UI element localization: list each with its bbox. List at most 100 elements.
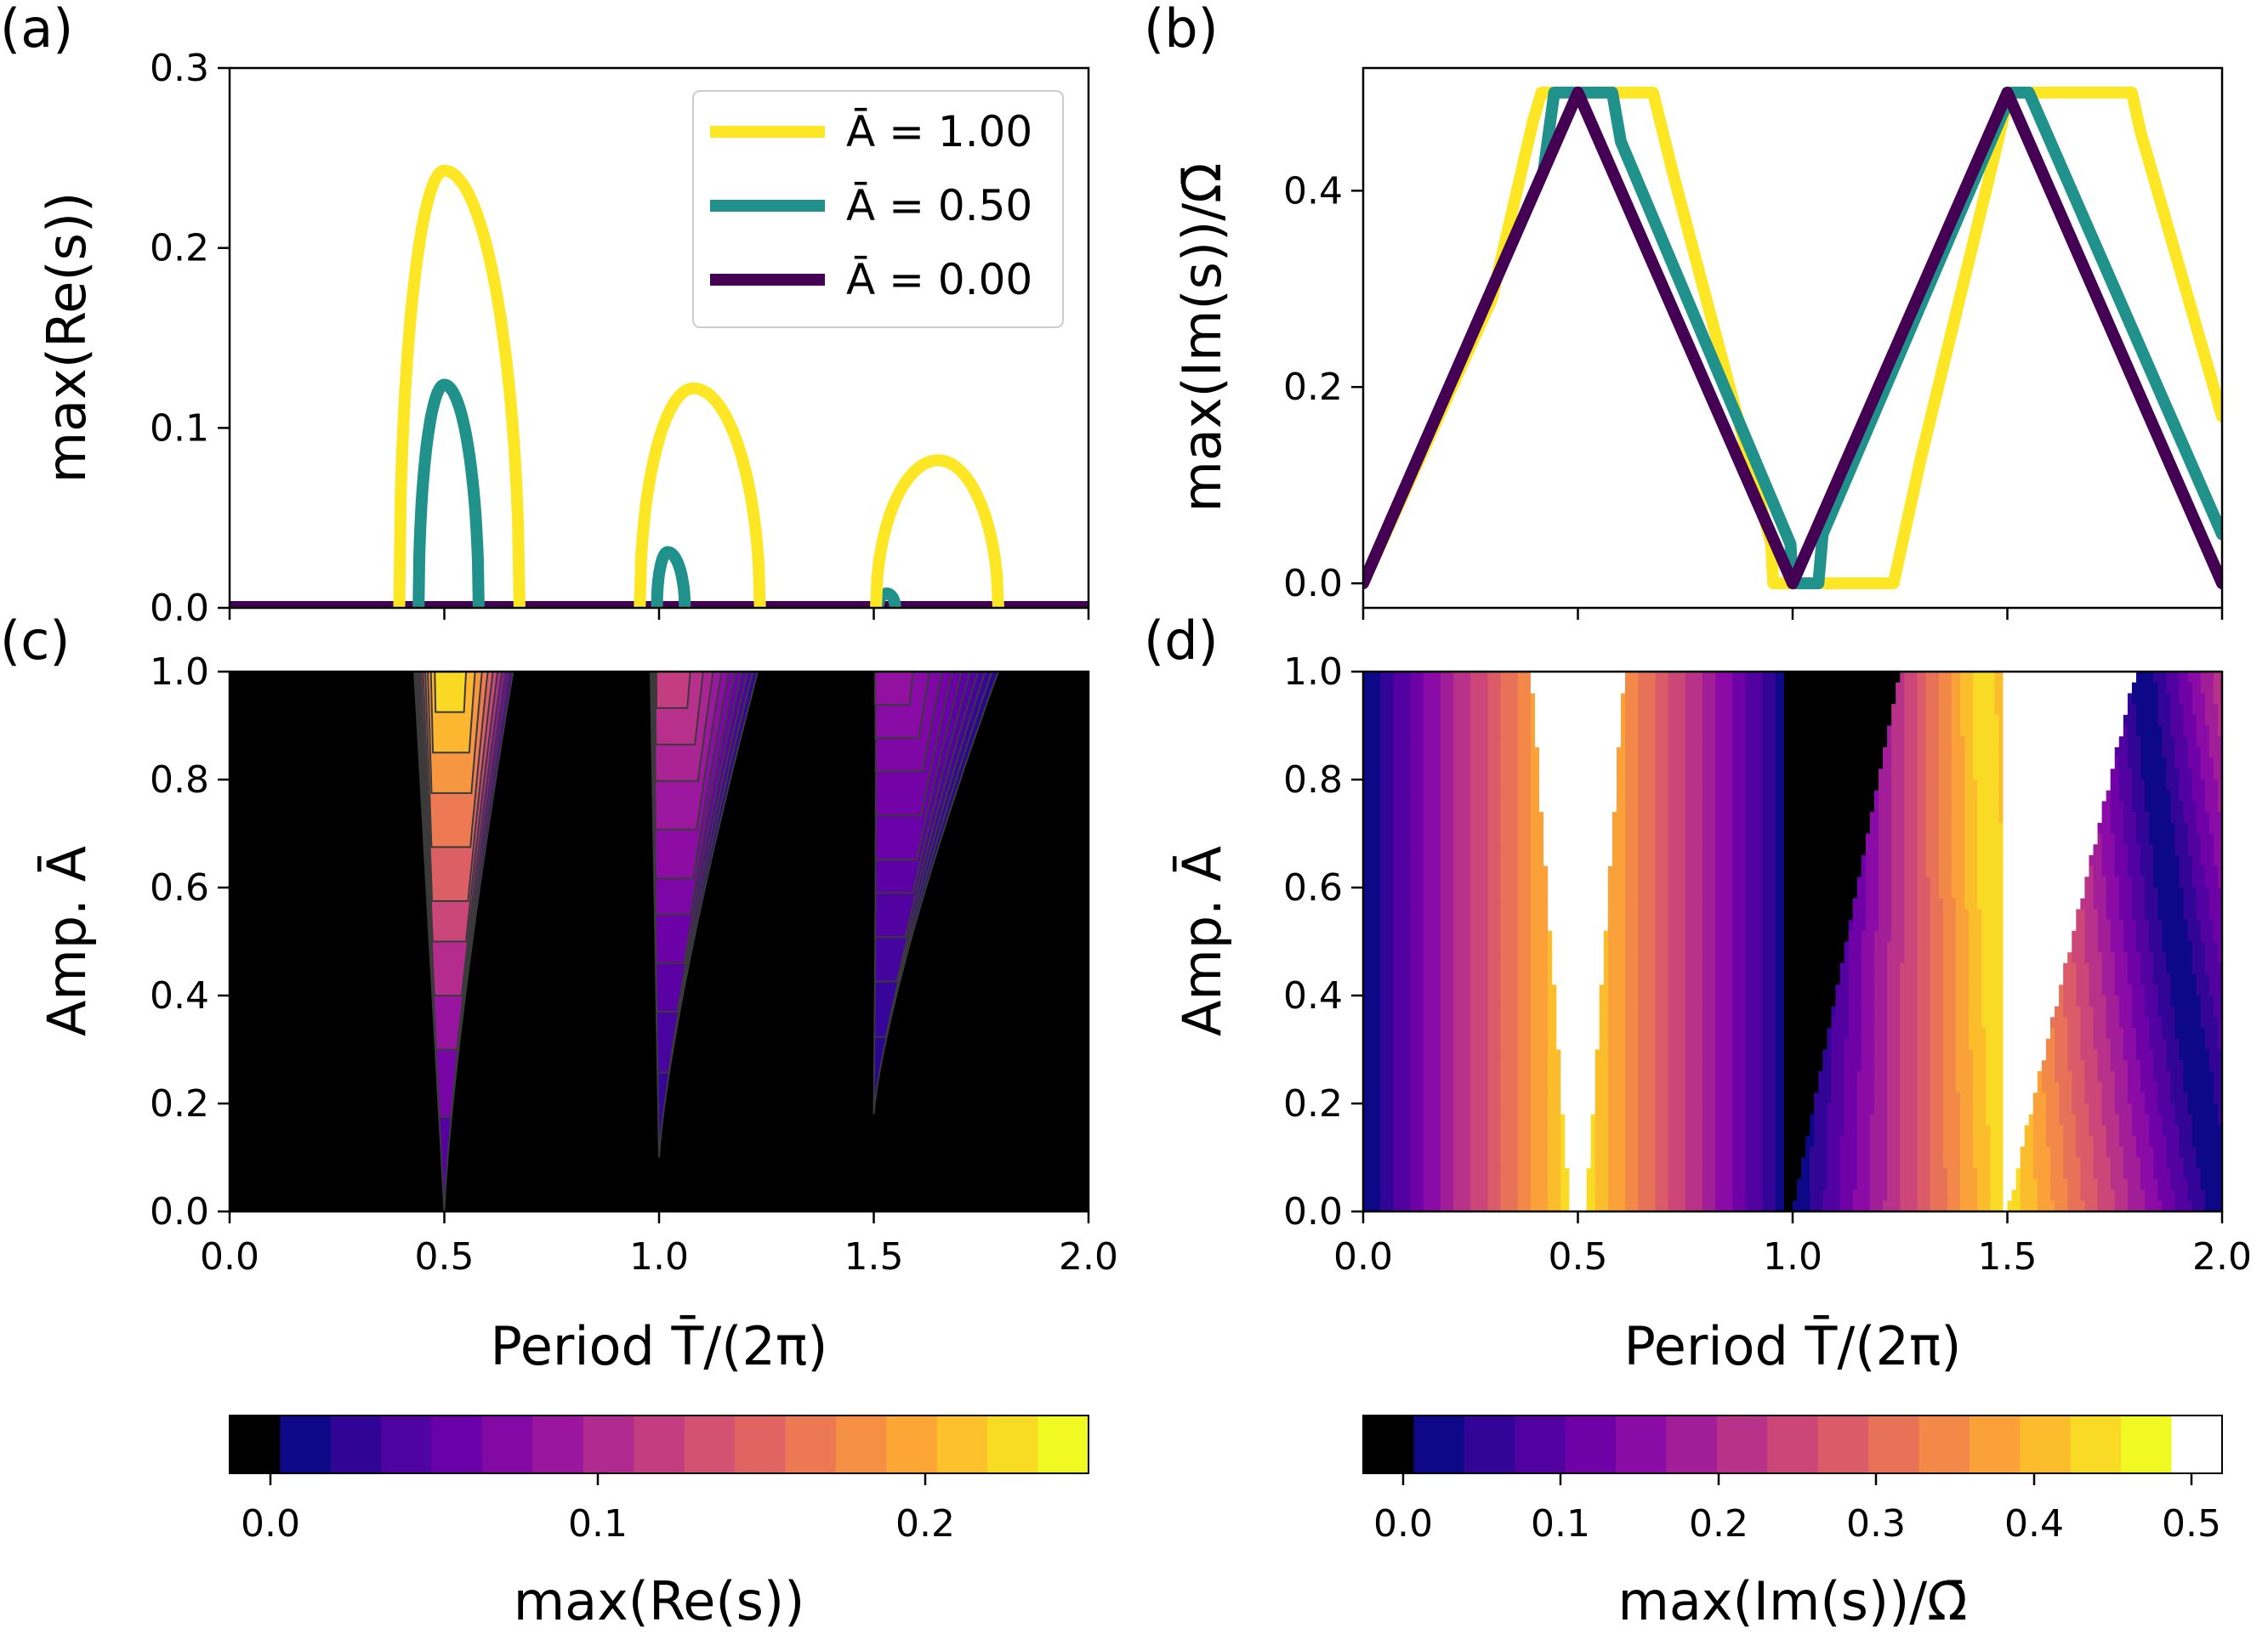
heatmap-cell bbox=[1697, 672, 1703, 684]
heatmap-cell bbox=[1676, 725, 1682, 737]
heatmap-cell bbox=[1431, 801, 1437, 813]
heatmap-cell bbox=[1676, 790, 1682, 802]
heatmap-cell bbox=[1711, 888, 1716, 899]
heatmap-cell bbox=[1745, 769, 1751, 780]
heatmap-cell bbox=[1891, 746, 1896, 759]
heatmap-cell bbox=[1517, 725, 1523, 737]
heatmap-cell bbox=[1586, 725, 1592, 737]
heatmap-cell bbox=[1462, 854, 1467, 867]
heatmap-cell bbox=[1930, 865, 1935, 877]
heatmap-cell bbox=[1367, 877, 1373, 888]
heatmap-cell bbox=[2003, 746, 2009, 759]
heatmap-cell bbox=[1573, 833, 1579, 845]
heatmap-cell bbox=[1560, 930, 1566, 943]
heatmap-cell bbox=[2123, 672, 2129, 684]
heatmap-cell bbox=[1625, 725, 1630, 737]
heatmap-cell bbox=[1543, 898, 1549, 910]
panel-c-ylabel: Amp. Ā bbox=[36, 846, 98, 1036]
heatmap-cell bbox=[1913, 801, 1918, 813]
heatmap-cell bbox=[1775, 812, 1781, 824]
heatmap-cell bbox=[1775, 801, 1781, 813]
heatmap-cell bbox=[2136, 822, 2141, 835]
heatmap-cell bbox=[2101, 888, 2107, 899]
heatmap-cell bbox=[2101, 801, 2107, 813]
heatmap-cell bbox=[1749, 801, 1755, 813]
heatmap-cell bbox=[2187, 865, 2193, 877]
heatmap-cell bbox=[2055, 714, 2060, 727]
heatmap-cell bbox=[1873, 672, 1879, 684]
heatmap-cell bbox=[2037, 704, 2043, 716]
heatmap-cell bbox=[2196, 865, 2202, 877]
heatmap-cell bbox=[1616, 822, 1622, 835]
heatmap-cell bbox=[1745, 704, 1751, 716]
heatmap-cell bbox=[1925, 757, 1931, 769]
heatmap-cell bbox=[1496, 877, 1502, 888]
heatmap-cell bbox=[2136, 757, 2141, 769]
heatmap-cell bbox=[1719, 844, 1725, 856]
heatmap-cell bbox=[2127, 888, 2133, 899]
heatmap-cell bbox=[1560, 682, 1566, 694]
heatmap-cell bbox=[1526, 844, 1532, 856]
heatmap-cell bbox=[1793, 672, 1798, 684]
heatmap-cell bbox=[1586, 898, 1592, 910]
heatmap-cell bbox=[1917, 812, 1923, 824]
heatmap-cell bbox=[1973, 865, 1978, 877]
heatmap-cell bbox=[1526, 746, 1532, 759]
heatmap-cell bbox=[1775, 822, 1781, 835]
heatmap-cell bbox=[1556, 833, 1561, 845]
heatmap-cell bbox=[1659, 672, 1665, 684]
heatmap-cell bbox=[2118, 736, 2124, 748]
heatmap-cell bbox=[2110, 812, 2116, 824]
heatmap-cell bbox=[1577, 736, 1583, 748]
heatmap-cell bbox=[2174, 801, 2180, 813]
heatmap-cell bbox=[1440, 888, 1446, 899]
heatmap-cell bbox=[1672, 898, 1678, 910]
heatmap-cell bbox=[1896, 693, 1901, 705]
heatmap-cell bbox=[1737, 725, 1742, 737]
heatmap-cell bbox=[1990, 693, 1995, 705]
heatmap-cell bbox=[1668, 757, 1674, 769]
heatmap-cell bbox=[1959, 682, 1965, 694]
heatmap-cell bbox=[2123, 801, 2129, 813]
heatmap-cell bbox=[1964, 898, 1970, 910]
heatmap-cell bbox=[1947, 725, 1953, 737]
heatmap-cell bbox=[1663, 704, 1669, 716]
heatmap-cell bbox=[1521, 898, 1527, 910]
heatmap-cell bbox=[1444, 812, 1450, 824]
heatmap-cell bbox=[2127, 714, 2133, 727]
heatmap-cell bbox=[1462, 672, 1467, 684]
heatmap-cell bbox=[2213, 888, 2219, 899]
heatmap-cell bbox=[1659, 833, 1665, 845]
heatmap-cell bbox=[1634, 909, 1639, 921]
heatmap-cell bbox=[1762, 714, 1768, 727]
heatmap-cell bbox=[1577, 930, 1583, 943]
heatmap-cell bbox=[1625, 865, 1630, 877]
heatmap-cell bbox=[1668, 888, 1674, 899]
heatmap-cell bbox=[1372, 812, 1377, 824]
heatmap-cell bbox=[1401, 865, 1407, 877]
heatmap-cell bbox=[1887, 769, 1892, 780]
heatmap-cell bbox=[1707, 833, 1712, 845]
heatmap-cell bbox=[2200, 682, 2206, 694]
heatmap-cell bbox=[1543, 833, 1549, 845]
heatmap-cell bbox=[2145, 833, 2150, 845]
heatmap-cell bbox=[1530, 801, 1536, 813]
heatmap-cell bbox=[1577, 801, 1583, 813]
heatmap-cell bbox=[2131, 714, 2137, 727]
heatmap-cell bbox=[1410, 909, 1416, 921]
heatmap-cell bbox=[1702, 790, 1708, 802]
heatmap-cell bbox=[1844, 822, 1850, 835]
heatmap-cell bbox=[1504, 909, 1510, 921]
heatmap-cell bbox=[1646, 801, 1651, 813]
heatmap-cell bbox=[2101, 693, 2107, 705]
heatmap-cell bbox=[1724, 757, 1729, 769]
heatmap-cell bbox=[1844, 801, 1850, 813]
heatmap-cell bbox=[1969, 693, 1974, 705]
heatmap-cell bbox=[1380, 898, 1385, 910]
heatmap-cell bbox=[1831, 801, 1837, 813]
heatmap-cell bbox=[2217, 822, 2222, 835]
heatmap-cell bbox=[1462, 780, 1467, 791]
heatmap-cell bbox=[1376, 822, 1381, 835]
heatmap-cell bbox=[2149, 693, 2154, 705]
heatmap-cell bbox=[1779, 920, 1785, 932]
